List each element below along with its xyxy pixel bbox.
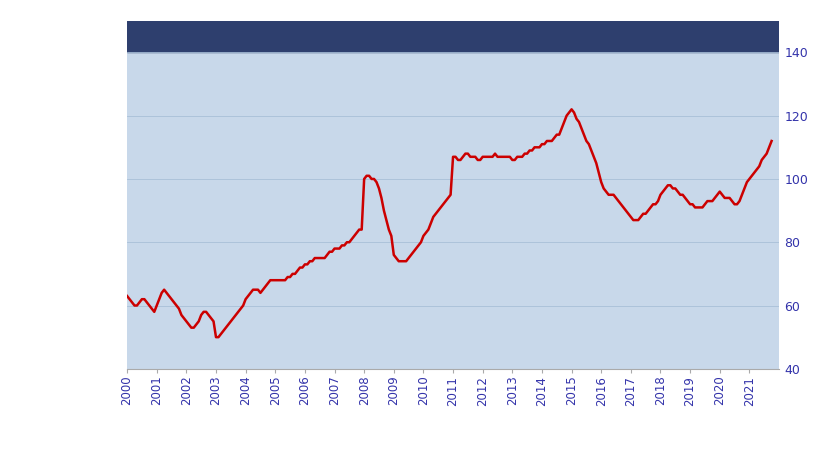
Bar [127, 21, 778, 53]
